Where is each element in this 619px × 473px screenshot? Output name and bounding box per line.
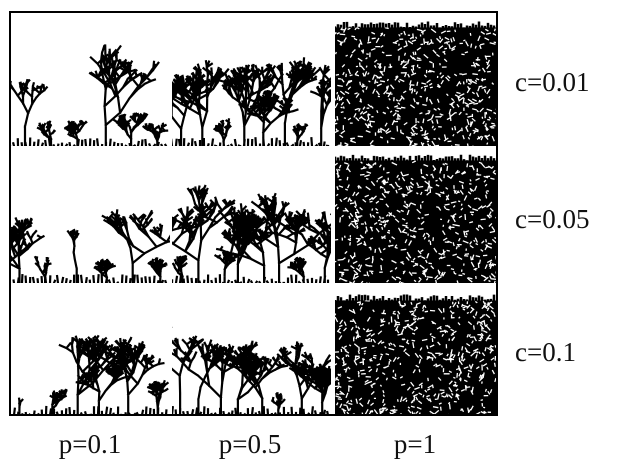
edge [335,21,496,28]
column-label: p=0.1 [59,429,121,459]
row-label: c=0.1 [515,337,576,367]
panel-grid [10,12,497,415]
column-gap [170,12,172,415]
panel [172,326,331,415]
row-label: c=0.01 [515,67,589,97]
column-label: p=1 [394,429,436,459]
edge [335,294,496,301]
row-label: c=0.05 [515,204,589,234]
row-gap [10,146,497,150]
pores [335,299,497,415]
dendrites [172,57,331,146]
column-label: p=0.5 [219,429,281,459]
panel [10,334,170,415]
panel [172,184,331,283]
panel [335,294,497,415]
dendrites [10,209,170,283]
panel [10,44,169,146]
dendrites [172,184,331,283]
frame [9,11,498,416]
pores [335,160,497,283]
panel [10,209,170,283]
pores [335,26,497,146]
row-gap [10,283,497,288]
dendrites [172,326,331,415]
dendrites [10,334,170,415]
panel [172,57,331,146]
column-gap [333,12,335,415]
panel [335,21,497,146]
panel [335,154,497,283]
dendrites [10,44,169,146]
edge [335,154,496,161]
dense-growth [335,160,497,283]
